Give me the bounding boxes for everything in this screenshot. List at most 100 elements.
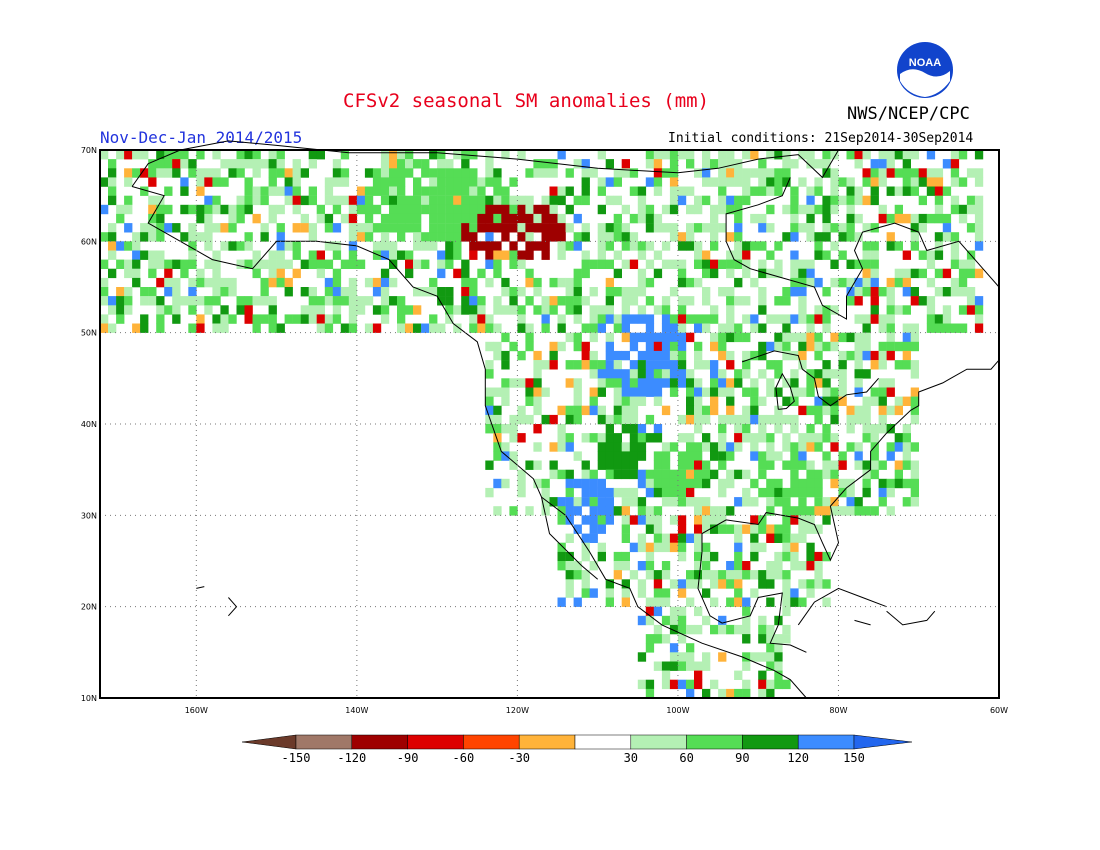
- anomaly-cell: [758, 259, 767, 269]
- anomaly-cell: [308, 296, 317, 306]
- anomaly-cell: [164, 277, 173, 288]
- anomaly-cell: [798, 497, 807, 507]
- anomaly-cell: [726, 232, 735, 242]
- anomaly-cell: [380, 223, 390, 233]
- anomaly-cell: [862, 433, 871, 443]
- anomaly-cell: [718, 652, 727, 662]
- anomaly-cell: [950, 177, 960, 187]
- anomaly-cell: [621, 204, 630, 215]
- anomaly-cell: [188, 159, 197, 169]
- anomaly-cell: [774, 424, 783, 434]
- anomaly-cell: [525, 204, 534, 215]
- anomaly-cell: [445, 250, 454, 260]
- anomaly-cell: [581, 177, 590, 187]
- anomaly-cell: [645, 387, 655, 397]
- anomaly-cell: [846, 414, 855, 425]
- anomaly-cell: [557, 232, 566, 242]
- anomaly-cell: [653, 341, 663, 352]
- anomaly-cell: [501, 150, 510, 160]
- anomaly-cell: [252, 150, 261, 160]
- anomaly-cell: [260, 186, 269, 196]
- anomaly-cell: [822, 451, 831, 461]
- anomaly-cell: [397, 223, 406, 233]
- anomaly-cell: [669, 478, 679, 489]
- anomaly-cell: [742, 350, 751, 361]
- anomaly-cell: [838, 506, 847, 516]
- anomaly-cell: [830, 241, 839, 251]
- anomaly-cell: [734, 561, 743, 571]
- anomaly-cell: [702, 570, 711, 580]
- anomaly-cell: [774, 168, 783, 178]
- anomaly-cell: [734, 241, 743, 251]
- anomaly-cell: [790, 314, 799, 324]
- anomaly-cell: [316, 204, 325, 215]
- anomaly-cell: [830, 277, 839, 288]
- anomaly-cell: [846, 506, 855, 516]
- anomaly-cell: [790, 533, 799, 543]
- anomaly-cell: [846, 150, 855, 160]
- anomaly-cell: [188, 277, 197, 288]
- anomaly-cell: [204, 204, 213, 215]
- anomaly-cell: [565, 332, 574, 343]
- anomaly-cell: [814, 433, 823, 443]
- anomaly-cell: [469, 314, 478, 324]
- anomaly-cell: [766, 688, 775, 699]
- anomaly-cell: [172, 314, 181, 324]
- anomaly-cell: [677, 624, 687, 635]
- anomaly-cell: [308, 287, 317, 297]
- anomaly-cell: [894, 268, 903, 279]
- anomaly-cell: [966, 204, 976, 215]
- anomaly-cell: [854, 159, 863, 169]
- anomaly-cell: [838, 478, 847, 489]
- anomaly-cell: [597, 378, 606, 388]
- anomaly-cell: [854, 341, 863, 352]
- anomaly-cell: [870, 287, 879, 297]
- anomaly-cell: [485, 241, 494, 251]
- anomaly-cell: [710, 268, 719, 279]
- anomaly-cell: [573, 360, 582, 370]
- anomaly-cell: [397, 323, 406, 333]
- anomaly-cell: [798, 314, 807, 324]
- anomaly-cell: [549, 195, 558, 206]
- anomaly-cell: [902, 497, 911, 507]
- agency-label: NWS/NCEP/CPC: [847, 104, 970, 124]
- anomaly-cell: [493, 259, 502, 269]
- anomaly-cell: [726, 442, 735, 452]
- anomaly-cell: [974, 296, 984, 306]
- anomaly-cell: [814, 159, 823, 169]
- anomaly-cell: [389, 296, 398, 306]
- anomaly-cell: [220, 241, 229, 251]
- anomaly-cell: [421, 259, 430, 269]
- anomaly-cell: [629, 542, 639, 553]
- anomaly-cell: [621, 387, 630, 397]
- anomaly-cell: [766, 150, 775, 160]
- anomaly-cell: [926, 296, 936, 306]
- anomaly-cell: [597, 405, 606, 416]
- anomaly-cell: [485, 150, 494, 160]
- anomaly-cell: [870, 424, 879, 434]
- anomaly-cell: [750, 524, 759, 534]
- anomaly-cell: [621, 223, 630, 233]
- anomaly-cell: [629, 442, 639, 452]
- anomaly-cell: [581, 433, 590, 443]
- anomaly-cell: [974, 204, 984, 215]
- anomaly-cell: [942, 232, 952, 242]
- anomaly-cell: [726, 159, 735, 169]
- anomaly-cell: [790, 478, 799, 489]
- anomaly-cell: [790, 469, 799, 480]
- anomaly-cell: [196, 268, 205, 279]
- anomaly-cell: [645, 524, 655, 534]
- anomaly-cell: [276, 168, 285, 178]
- anomaly-cell: [629, 497, 639, 507]
- anomaly-cell: [814, 579, 823, 589]
- anomaly-cell: [661, 442, 671, 452]
- anomaly-cell: [718, 570, 727, 580]
- coastline-segment: [801, 368, 879, 407]
- anomaly-cell: [758, 524, 767, 534]
- anomaly-cell: [838, 223, 847, 233]
- anomaly-cell: [284, 168, 293, 178]
- anomaly-cell: [870, 460, 879, 470]
- anomaly-cell: [669, 341, 679, 352]
- anomaly-cell: [597, 414, 606, 425]
- anomaly-cell: [782, 606, 791, 617]
